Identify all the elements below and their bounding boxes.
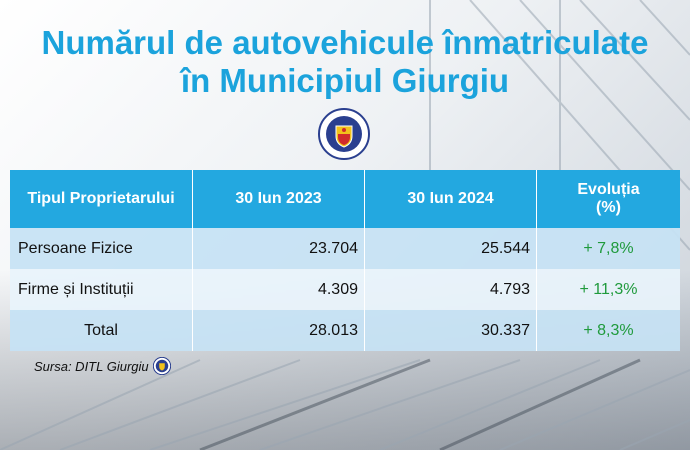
header-evolution-unit: (%) bbox=[596, 199, 621, 216]
value-2023-cell: 4.309 bbox=[192, 269, 365, 310]
header-evolution: Evoluția (%) bbox=[536, 170, 680, 228]
owner-type-cell: Persoane Fizice bbox=[10, 228, 193, 269]
table-row: Firme și Instituții 4.309 4.793 + 11,3% bbox=[10, 269, 680, 310]
table-row: Persoane Fizice 23.704 25.544 + 7,8% bbox=[10, 228, 680, 269]
value-2024-cell: 4.793 bbox=[364, 269, 537, 310]
evolution-cell: + 11,3% bbox=[536, 269, 680, 310]
value-2023-cell: 23.704 bbox=[192, 228, 365, 269]
table-row-total: Total 28.013 30.337 + 8,3% bbox=[10, 310, 680, 351]
header-2024: 30 Iun 2024 bbox=[364, 170, 537, 228]
ditl-logo bbox=[318, 108, 370, 160]
value-2024-cell: 30.337 bbox=[364, 310, 537, 351]
ditl-mini-logo bbox=[152, 357, 171, 375]
evolution-cell: + 8,3% bbox=[536, 310, 680, 351]
table-header-row: Tipul Proprietarului 30 Iun 2023 30 Iun … bbox=[10, 170, 680, 228]
owner-type-cell: Total bbox=[10, 310, 193, 351]
value-2024-cell: 25.544 bbox=[364, 228, 537, 269]
page-title: Numărul de autovehicule înmatriculate în… bbox=[0, 24, 690, 100]
value-2023-cell: 28.013 bbox=[192, 310, 365, 351]
source-note: Sursa: DITL Giurgiu bbox=[34, 357, 171, 375]
source-text: Sursa: DITL Giurgiu bbox=[34, 358, 149, 374]
evolution-cell: + 7,8% bbox=[536, 228, 680, 269]
title-line-1: Numărul de autovehicule înmatriculate bbox=[41, 24, 649, 61]
vehicles-table: Tipul Proprietarului 30 Iun 2023 30 Iun … bbox=[10, 170, 680, 351]
owner-type-cell: Firme și Instituții bbox=[10, 269, 193, 310]
header-owner-type: Tipul Proprietarului bbox=[10, 170, 193, 228]
title-line-2: în Municipiul Giurgiu bbox=[180, 62, 510, 99]
header-2023: 30 Iun 2023 bbox=[192, 170, 365, 228]
header-evolution-label: Evoluția bbox=[577, 181, 640, 198]
